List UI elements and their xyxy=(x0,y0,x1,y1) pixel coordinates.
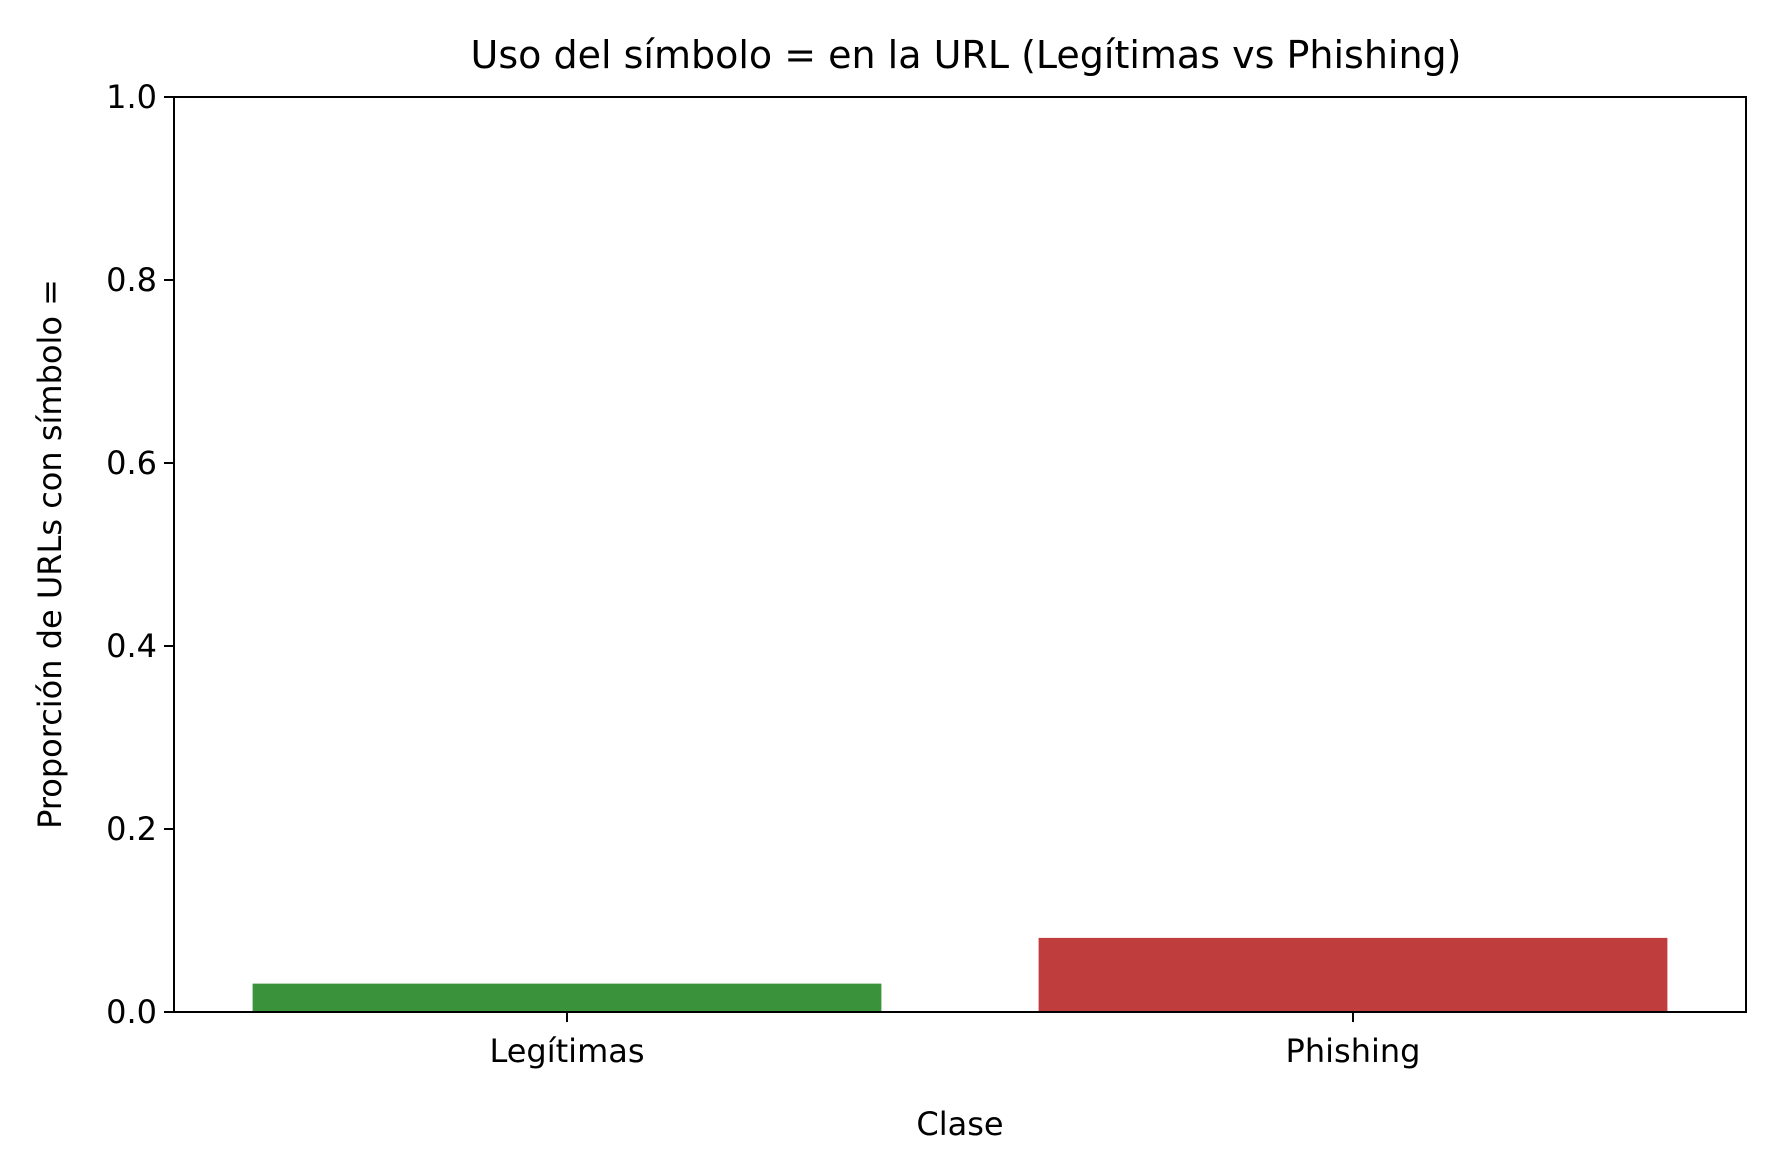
plot-frame xyxy=(173,96,1747,1013)
y-tick-label-2: 0.4 xyxy=(106,627,157,665)
x-axis: Legítimas Phishing xyxy=(489,1012,1420,1070)
y-tick-label-0: 0.0 xyxy=(106,993,157,1031)
y-tick-label-1: 0.2 xyxy=(106,810,157,848)
y-tick-label-5: 1.0 xyxy=(106,78,157,116)
y-axis-label: Proporción de URLs con símbolo = xyxy=(31,279,69,829)
x-tick-label-1: Phishing xyxy=(1286,1032,1421,1070)
chart-title: Uso del símbolo = en la URL (Legítimas v… xyxy=(471,33,1462,77)
x-tick-label-0: Legítimas xyxy=(489,1032,644,1070)
x-axis-label: Clase xyxy=(916,1105,1003,1143)
y-tick-label-3: 0.6 xyxy=(106,444,157,482)
bars-layer xyxy=(252,937,1668,1012)
bar-1 xyxy=(1038,937,1668,1012)
y-axis: 0.0 0.2 0.4 0.6 0.8 1.0 xyxy=(106,78,174,1031)
y-tick-label-4: 0.8 xyxy=(106,261,157,299)
bar-0 xyxy=(252,983,882,1012)
